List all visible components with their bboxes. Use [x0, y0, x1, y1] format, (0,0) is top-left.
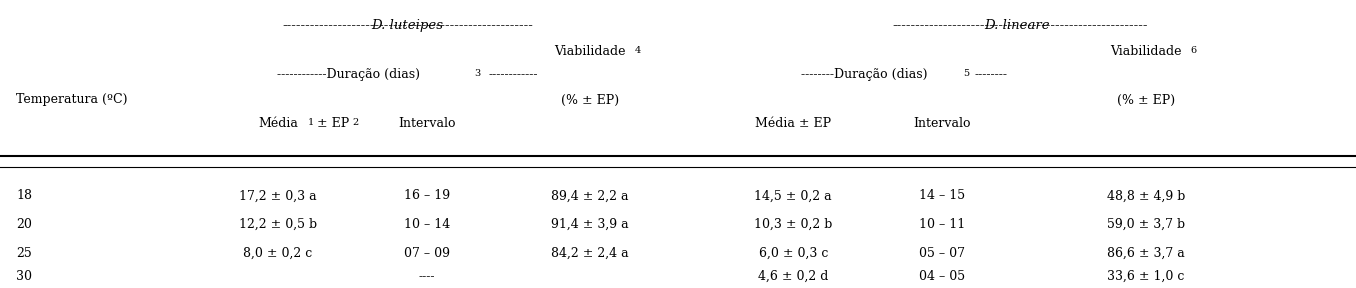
- Text: 18: 18: [16, 189, 33, 202]
- Text: Viabilidade: Viabilidade: [1111, 45, 1181, 58]
- Text: 4: 4: [635, 46, 641, 55]
- Text: ± EP: ± EP: [313, 117, 350, 130]
- Text: Intervalo: Intervalo: [914, 117, 971, 130]
- Text: 4,6 ± 0,2 d: 4,6 ± 0,2 d: [758, 270, 829, 283]
- Text: Viabilidade: Viabilidade: [555, 45, 625, 58]
- Text: ---------------------------: ---------------------------: [282, 19, 407, 33]
- Text: 10,3 ± 0,2 b: 10,3 ± 0,2 b: [754, 218, 833, 231]
- Text: 86,6 ± 3,7 a: 86,6 ± 3,7 a: [1106, 247, 1185, 260]
- Text: 10 – 11: 10 – 11: [919, 218, 965, 231]
- Text: 04 – 05: 04 – 05: [919, 270, 965, 283]
- Text: 20: 20: [16, 218, 33, 231]
- Text: 89,4 ± 2,2 a: 89,4 ± 2,2 a: [551, 189, 629, 202]
- Text: Média: Média: [258, 117, 298, 130]
- Text: (% ± EP): (% ± EP): [1117, 94, 1174, 107]
- Text: 59,0 ± 3,7 b: 59,0 ± 3,7 b: [1106, 218, 1185, 231]
- Text: 10 – 14: 10 – 14: [404, 218, 450, 231]
- Text: 07 – 09: 07 – 09: [404, 247, 450, 260]
- Text: 12,2 ± 0,5 b: 12,2 ± 0,5 b: [239, 218, 317, 231]
- Text: 6,0 ± 0,3 c: 6,0 ± 0,3 c: [758, 247, 829, 260]
- Text: ----: ----: [419, 270, 435, 283]
- Text: ----------------------------: ----------------------------: [1018, 19, 1149, 33]
- Text: 14,5 ± 0,2 a: 14,5 ± 0,2 a: [754, 189, 833, 202]
- Text: --------Duração (dias): --------Duração (dias): [800, 68, 928, 81]
- Text: 2: 2: [353, 118, 359, 127]
- Text: Temperatura (ºC): Temperatura (ºC): [16, 93, 127, 106]
- Text: 84,2 ± 2,4 a: 84,2 ± 2,4 a: [551, 247, 629, 260]
- Text: D. lineare: D. lineare: [984, 19, 1050, 33]
- Text: 05 – 07: 05 – 07: [919, 247, 965, 260]
- Text: 30: 30: [16, 270, 33, 283]
- Text: 14 – 15: 14 – 15: [919, 189, 965, 202]
- Text: D. luteipes: D. luteipes: [370, 19, 443, 33]
- Text: --------: --------: [975, 68, 1008, 81]
- Text: 17,2 ± 0,3 a: 17,2 ± 0,3 a: [239, 189, 317, 202]
- Text: 48,8 ± 4,9 b: 48,8 ± 4,9 b: [1106, 189, 1185, 202]
- Text: ---------------------------: ---------------------------: [408, 19, 533, 33]
- Text: 25: 25: [16, 247, 33, 260]
- Text: ---------------------------: ---------------------------: [892, 19, 1017, 33]
- Text: 6: 6: [1191, 46, 1197, 55]
- Text: 5: 5: [963, 69, 970, 78]
- Text: Intervalo: Intervalo: [399, 117, 456, 130]
- Text: (% ± EP): (% ± EP): [561, 94, 618, 107]
- Text: 8,0 ± 0,2 c: 8,0 ± 0,2 c: [243, 247, 313, 260]
- Text: 91,4 ± 3,9 a: 91,4 ± 3,9 a: [551, 218, 629, 231]
- Text: ------------Duração (dias): ------------Duração (dias): [277, 68, 420, 81]
- Text: 33,6 ± 1,0 c: 33,6 ± 1,0 c: [1106, 270, 1185, 283]
- Text: ------------: ------------: [488, 68, 538, 81]
- Text: 16 – 19: 16 – 19: [404, 189, 450, 202]
- Text: 3: 3: [475, 69, 481, 78]
- Text: Média ± EP: Média ± EP: [755, 117, 831, 130]
- Text: 1: 1: [308, 118, 315, 127]
